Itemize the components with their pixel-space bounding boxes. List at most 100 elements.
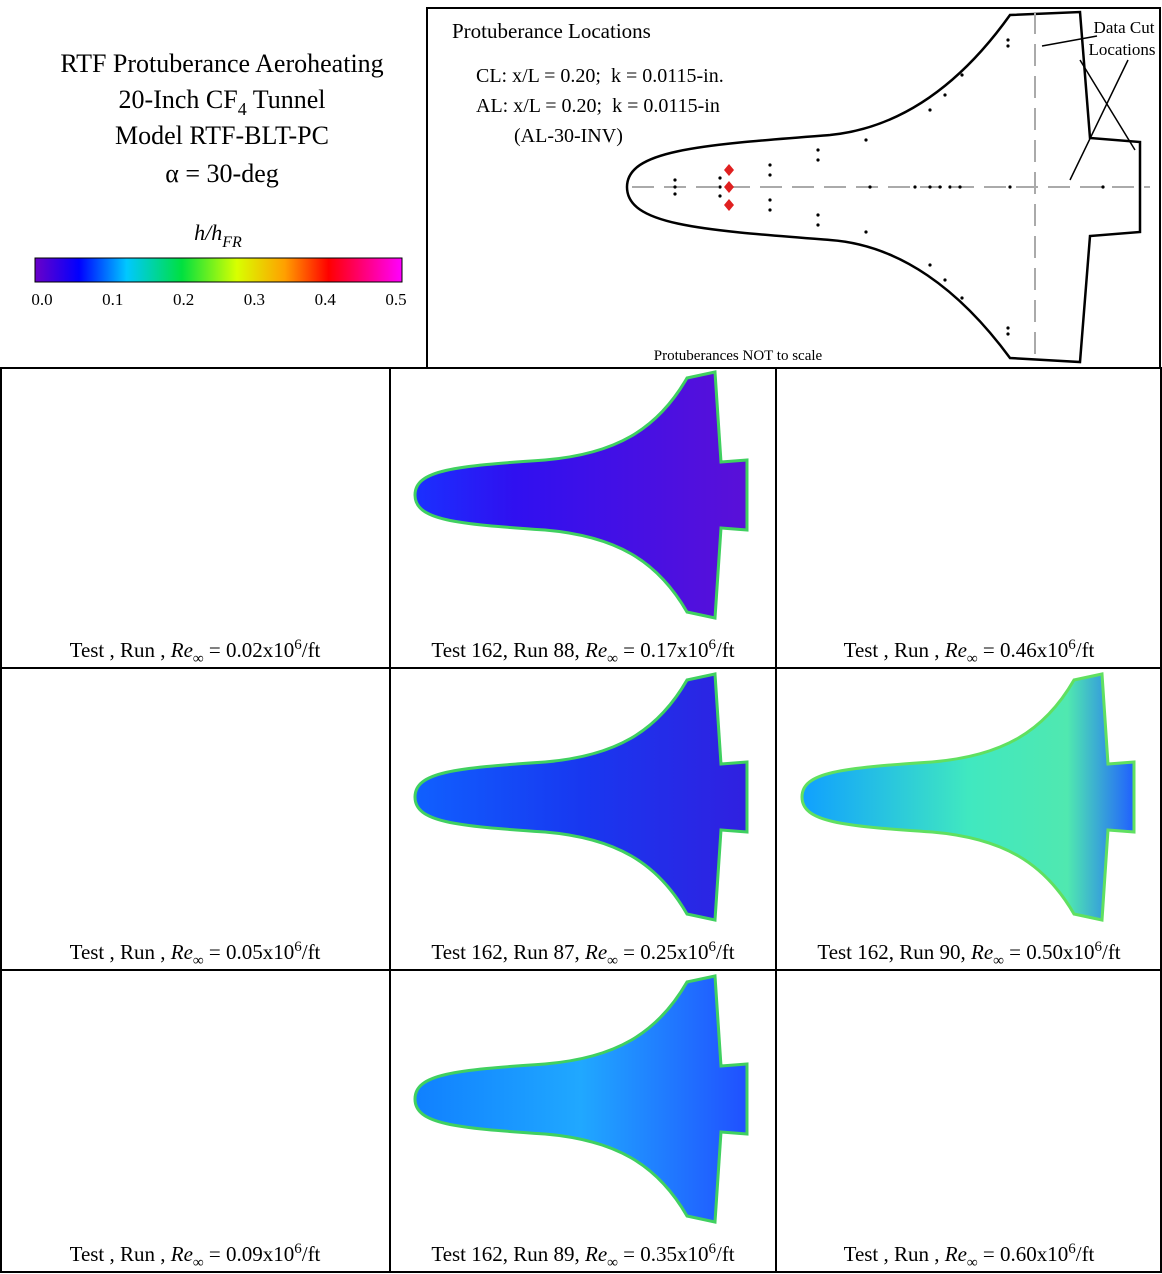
pointer [1079,59,1136,151]
colorbar-tick-label: 0.4 [315,290,337,309]
caption-text: Test , Run , [844,638,945,662]
caption-exp: 6 [1094,939,1102,955]
diagram-title: Protuberance Locations [452,19,651,43]
grid-frame [0,367,1162,1273]
title-text: 20-Inch CF [119,85,238,114]
caption-text: = 0.35x10 [618,1242,709,1266]
caption-exp: 6 [708,1241,716,1257]
caption-symbol: Re [170,940,193,964]
caption-symbol: Re [584,638,607,662]
title-sub: 4 [238,99,247,119]
protuberance-dots [673,38,1105,336]
caption-exp: 6 [1068,637,1076,653]
caption-text: Test , Run , [70,1242,171,1266]
caption-text: = 0.09x10 [204,1242,295,1266]
caption-text: Test 162, Run 90, [817,940,971,964]
caption-symbol: Re [584,940,607,964]
panel-caption: Test , Run , Re∞ = 0.05x106/ft [70,939,321,969]
caption-sub: ∞ [607,953,618,969]
caption-sub: ∞ [967,1255,978,1271]
caption-text: = 0.60x10 [978,1242,1069,1266]
caption-text: Test , Run , [70,638,171,662]
caption-text: = 0.02x10 [204,638,295,662]
heat-map [800,672,1136,922]
caption-text: = 0.25x10 [618,940,709,964]
caption-symbol: Re [170,1242,193,1266]
caption-exp: 6 [294,939,302,955]
panel-caption: Test 162, Run 89, Re∞ = 0.35x106/ft [431,1241,734,1271]
orbiter-outline [625,10,1142,364]
title-line: 20-Inch CF4 Tunnel [119,85,326,119]
caption-text: Test 162, Run 88, [431,638,585,662]
caption-sub: ∞ [993,953,1004,969]
caption-sub: ∞ [607,651,618,667]
caption-exp: 6 [1068,1241,1076,1257]
panel-caption: Test , Run , Re∞ = 0.46x106/ft [844,637,1095,667]
diagram-text: Data Cut [1094,18,1155,37]
caption-symbol: Re [584,1242,607,1266]
diagram-text: CL: x/L = 0.20; k = 0.0115-in. [476,65,724,87]
pointer [1041,35,1098,47]
colorbar-tick-label: 0.5 [385,290,406,309]
heat-map [413,974,749,1224]
pointer [1069,59,1129,181]
caption-text: = 0.46x10 [978,638,1069,662]
caption-text: = 0.05x10 [204,940,295,964]
colorbar-tick-label: 0.2 [173,290,194,309]
colorbar-tick-label: 0.1 [102,290,123,309]
caption-sub: ∞ [193,651,204,667]
colorbar [34,257,403,283]
captions: Test , Run , Re∞ = 0.02x106/ft Test 162, … [70,637,1121,1271]
diagram-text: Locations [1088,40,1155,59]
caption-text: = 0.50x10 [1004,940,1095,964]
caption-symbol: Re [170,638,193,662]
caption-text: /ft [1076,1242,1095,1266]
caption-sub: ∞ [607,1255,618,1271]
panel-caption: Test , Run , Re∞ = 0.60x106/ft [844,1241,1095,1271]
diagram: Protuberance Locations CL: x/L = 0.20; k… [452,10,1156,364]
title-line: Model RTF-BLT-PC [115,121,329,150]
caption-symbol: Re [944,1242,967,1266]
caption-text: /ft [716,1242,735,1266]
colorbar-label-sub: FR [221,234,242,251]
caption-text: Test 162, Run 87, [431,940,585,964]
caption-text: Test , Run , [70,940,171,964]
colorbar-label: h/hFR [194,220,242,251]
caption-sub: ∞ [193,953,204,969]
colorbar-tick-label: 0.3 [244,290,265,309]
caption-exp: 6 [294,1241,302,1257]
caption-text: /ft [716,638,735,662]
panel-caption: Test , Run , Re∞ = 0.09x106/ft [70,1241,321,1271]
caption-text: Test 162, Run 89, [431,1242,585,1266]
caption-exp: 6 [708,939,716,955]
title-line: RTF Protuberance Aeroheating [60,49,383,78]
colorbar-tick-label: 0.0 [31,290,52,309]
caption-exp: 6 [708,637,716,653]
colorbar-ticks: 0.0 0.1 0.2 0.3 0.4 0.5 [31,290,406,309]
panel-caption: Test 162, Run 87, Re∞ = 0.25x106/ft [431,939,734,969]
title-text: Tunnel [247,85,326,114]
caption-symbol: Re [944,638,967,662]
caption-exp: 6 [294,637,302,653]
caption-text: /ft [716,940,735,964]
title-block: RTF Protuberance Aeroheating 20-Inch CF4… [60,49,383,188]
caption-text: /ft [1076,638,1095,662]
heat-map [413,370,749,620]
diagram-note: Protuberances NOT to scale [654,348,823,364]
caption-sub: ∞ [967,651,978,667]
protuberance-markers [724,164,734,211]
panel-caption: Test , Run , Re∞ = 0.02x106/ft [70,637,321,667]
caption-text: /ft [1102,940,1121,964]
caption-text: /ft [302,940,321,964]
caption-symbol: Re [970,940,993,964]
caption-sub: ∞ [193,1255,204,1271]
caption-text: /ft [302,1242,321,1266]
caption-text: = 0.17x10 [618,638,709,662]
panel-caption: Test 162, Run 88, Re∞ = 0.17x106/ft [431,637,734,667]
panel-caption: Test 162, Run 90, Re∞ = 0.50x106/ft [817,939,1120,969]
colorbar-label-text: h/h [194,220,222,245]
title-line: α = 30-deg [165,159,278,188]
diagram-text: (AL-30-INV) [514,125,623,147]
